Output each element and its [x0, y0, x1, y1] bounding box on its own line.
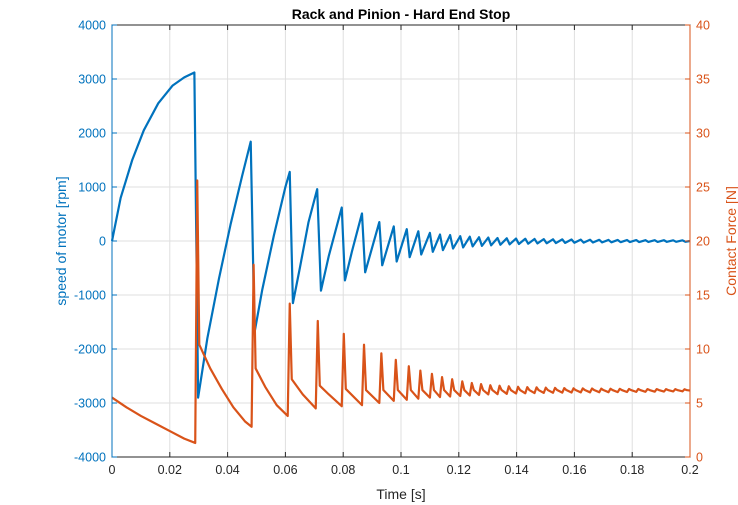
y-right-tick-label: 5 — [696, 397, 703, 411]
y-left-tick-label: 1000 — [78, 181, 106, 195]
y-left-tick-label: 3000 — [78, 73, 106, 87]
y-axis-label-left: speed of motor [rpm] — [53, 176, 69, 305]
x-tick-label: 0.18 — [620, 463, 644, 477]
y-right-tick-label: 25 — [696, 181, 710, 195]
y-right-tick-label: 0 — [696, 451, 703, 465]
y-left-tick-label: 2000 — [78, 127, 106, 141]
y-left-tick-label: -1000 — [74, 289, 106, 303]
series-layer — [110, 71, 691, 445]
x-tick-label: 0.04 — [215, 463, 239, 477]
series-line-speed — [110, 71, 691, 399]
y-right-tick-label: 30 — [696, 127, 710, 141]
x-tick-label: 0.06 — [273, 463, 297, 477]
x-tick-label: 0.2 — [681, 463, 698, 477]
y-left-tick-label: -2000 — [74, 343, 106, 357]
y-left-tick-label: -3000 — [74, 397, 106, 411]
y-right-tick-label: 35 — [696, 73, 710, 87]
x-tick-label: 0.16 — [562, 463, 586, 477]
y-left-tick-label: 4000 — [78, 19, 106, 33]
x-tick-label: 0.1 — [392, 463, 409, 477]
x-tick-label: 0.02 — [158, 463, 182, 477]
ticks: 0 0.02 0.04 0.06 0.08 0.1 0.12 0.14 0.16 0.18 0.2 4… — [74, 19, 710, 478]
x-tick-label: 0.14 — [504, 463, 528, 477]
y-axis-label-right: Contact Force [N] — [723, 186, 738, 296]
chart-title: Rack and Pinion - Hard End Stop — [292, 6, 511, 22]
x-tick-label: 0.12 — [447, 463, 471, 477]
x-axis-label: Time [s] — [376, 486, 425, 502]
x-tick-label: 0.08 — [331, 463, 355, 477]
y-right-tick-label: 10 — [696, 343, 710, 357]
series-line-force — [111, 179, 691, 445]
y-right-tick-label: 20 — [696, 235, 710, 249]
y-left-tick-label: 0 — [99, 235, 106, 249]
y-right-tick-label: 15 — [696, 289, 710, 303]
x-tick-label: 0 — [109, 463, 116, 477]
y-left-tick-label: -4000 — [74, 451, 106, 465]
y-right-tick-label: 40 — [696, 19, 710, 33]
